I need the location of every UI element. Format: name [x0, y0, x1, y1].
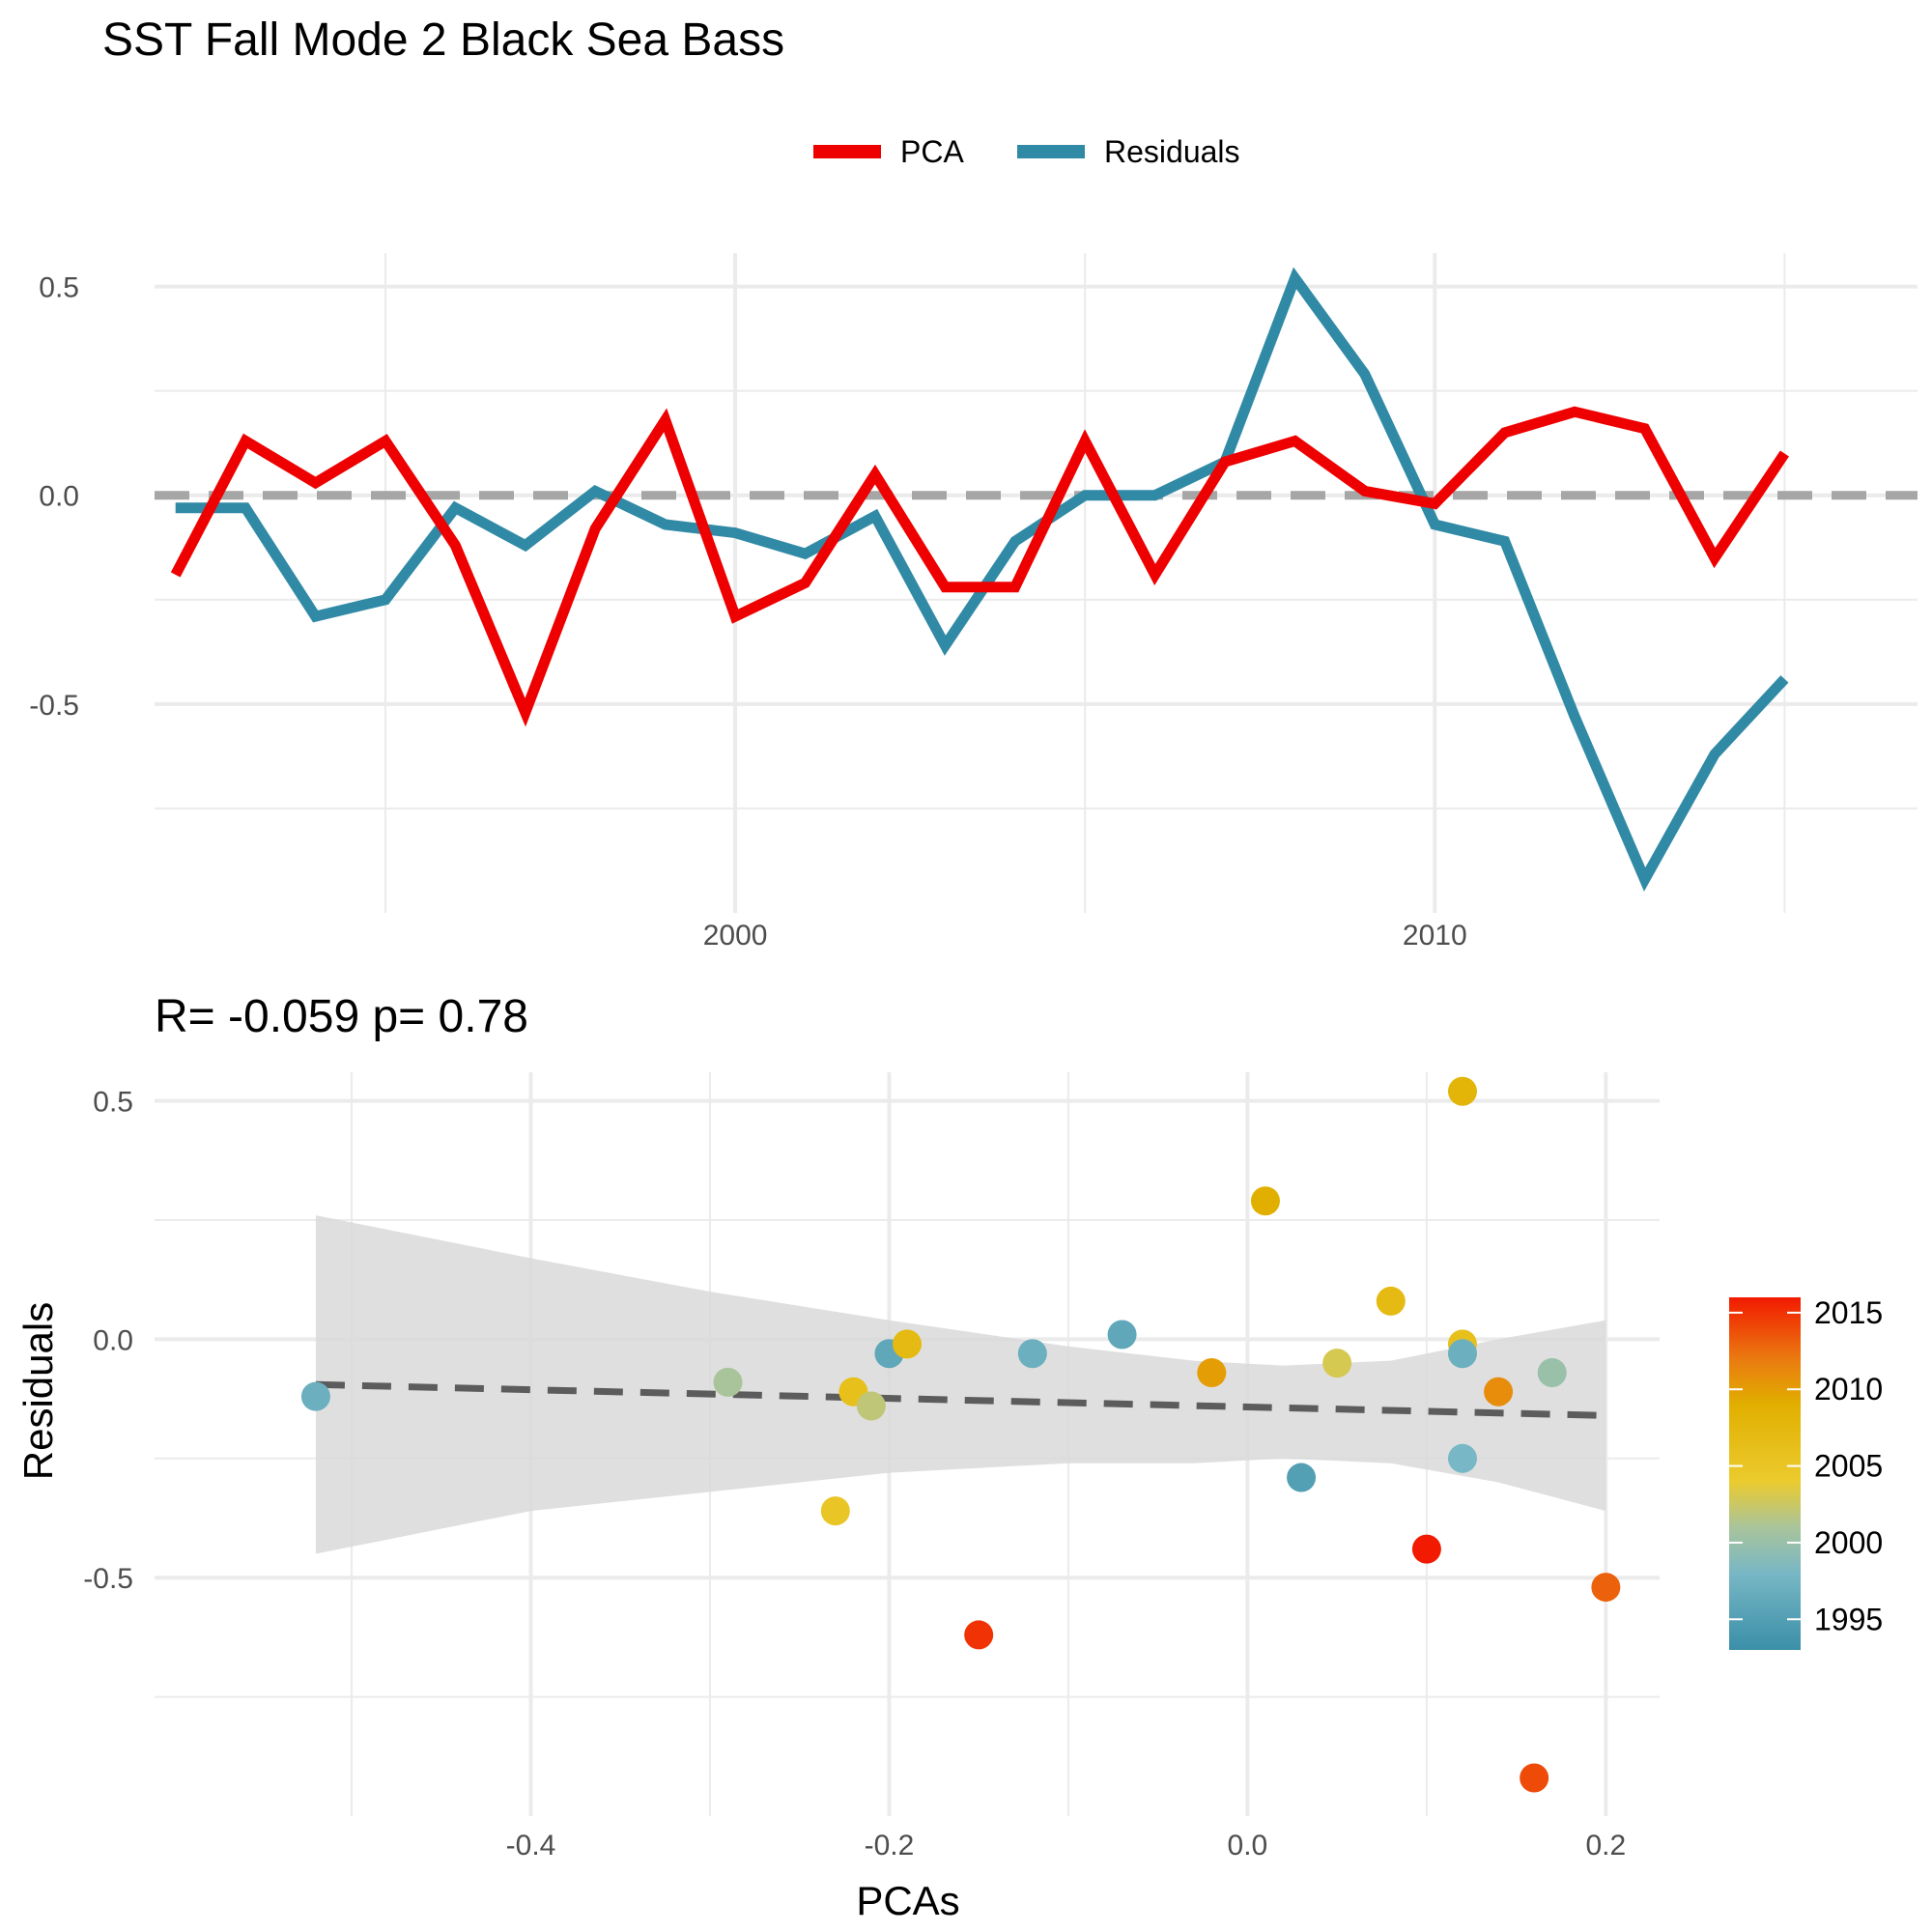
- scatter-y-tick-label: 0.5: [93, 1087, 133, 1119]
- colorbar-gradient: [1729, 1297, 1801, 1650]
- scatter-point: [1287, 1463, 1317, 1492]
- scatter-point: [820, 1496, 850, 1526]
- scatter-point: [1376, 1286, 1406, 1316]
- top-x-tick-label: 2000: [703, 920, 768, 952]
- scatter-point: [1107, 1320, 1137, 1350]
- scatter-point: [1591, 1573, 1621, 1603]
- legend-label-pca: PCA: [900, 133, 964, 169]
- scatter-point: [1411, 1534, 1441, 1564]
- scatter-point: [1322, 1349, 1352, 1378]
- scatter-point: [1537, 1357, 1567, 1387]
- scatter-point: [856, 1391, 886, 1421]
- series-line-residuals: [175, 267, 1789, 892]
- scatter-panel: R= -0.059 p= 0.78 PCAs Residuals 0.5 0.0 -…: [15, 991, 1660, 1923]
- legend-key-pca: [813, 145, 881, 158]
- scatter-x-tick-label: -0.4: [506, 1830, 556, 1861]
- scatter-point: [1484, 1377, 1514, 1406]
- scatter-x-tick-label: 0.2: [1585, 1830, 1626, 1861]
- scatter-point: [1017, 1339, 1047, 1369]
- scatter-title: R= -0.059 p= 0.78: [155, 991, 528, 1042]
- series-line-pca: [170, 406, 1789, 727]
- confidence-band: [315, 1215, 1606, 1554]
- scatter-point: [1447, 1339, 1477, 1369]
- scatter-y-tick-label: -0.5: [83, 1563, 133, 1595]
- scatter-point: [1520, 1763, 1549, 1793]
- scatter-y-tick-label: 0.0: [93, 1324, 133, 1356]
- scatter-point: [1447, 1076, 1477, 1106]
- regression-line: [315, 1380, 1606, 1419]
- scatter-point: [893, 1329, 922, 1359]
- x-axis-label: PCAs: [856, 1878, 959, 1923]
- legend-label-residuals: Residuals: [1104, 133, 1240, 169]
- colorbar-tick-label: 2005: [1814, 1449, 1883, 1484]
- legend-item-residuals: Residuals: [1017, 128, 1240, 176]
- scatter-point: [300, 1381, 330, 1411]
- colorbar: 2015 2010 2005 2000 1995: [1729, 1295, 1883, 1650]
- scatter-point: [713, 1367, 743, 1397]
- top-y-tick-label: 0.5: [39, 272, 79, 304]
- scatter-point: [1447, 1443, 1477, 1473]
- top-x-tick-label: 2010: [1403, 920, 1467, 952]
- colorbar-tick-label: 1995: [1814, 1602, 1883, 1636]
- colorbar-tick-label: 2015: [1814, 1295, 1883, 1330]
- page-title: SST Fall Mode 2 Black Sea Bass: [102, 14, 785, 66]
- colorbar-tick-label: 2000: [1814, 1525, 1883, 1560]
- legend: PCA Residuals: [0, 128, 1932, 176]
- scatter-x-tick-label: 0.0: [1228, 1830, 1268, 1861]
- scatter-point: [1197, 1357, 1227, 1387]
- top-y-tick-label: 0.0: [39, 481, 79, 513]
- top-gridlines: [155, 253, 1918, 913]
- y-axis-label: Residuals: [15, 1302, 61, 1480]
- legend-item-pca: PCA: [813, 128, 964, 176]
- top-y-tick-label: -0.5: [29, 690, 79, 722]
- scatter-point: [964, 1620, 994, 1650]
- colorbar-tick-label: 2010: [1814, 1372, 1883, 1406]
- time-series-panel: 0.5 0.0 -0.5 2000 2010: [29, 253, 1918, 952]
- legend-key-residuals: [1017, 145, 1085, 158]
- scatter-x-tick-label: -0.2: [865, 1830, 915, 1861]
- scatter-point: [1250, 1186, 1280, 1216]
